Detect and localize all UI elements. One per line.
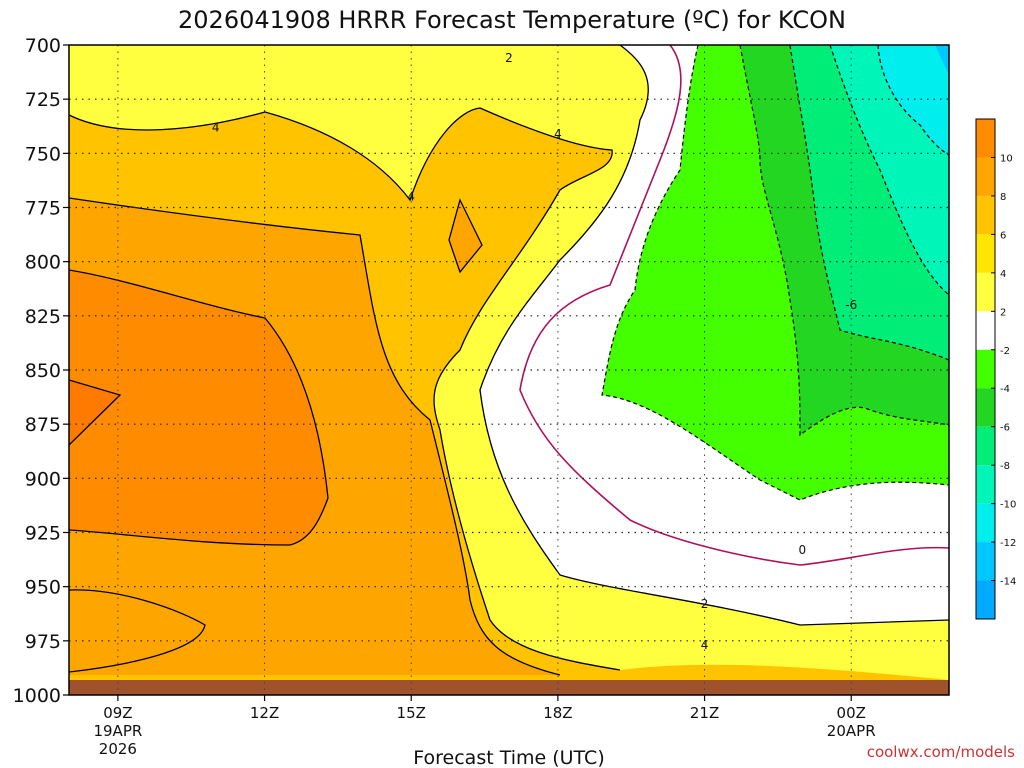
colorbar-swatch	[976, 465, 995, 504]
y-tick-label: 950	[25, 577, 61, 599]
colorbar-label: 4	[1000, 269, 1006, 280]
chart-title: 2026041908 HRRR Forecast Temperature (ºC…	[178, 6, 846, 34]
colorbar-swatch	[976, 272, 995, 312]
colorbar-swatch	[976, 234, 995, 273]
band-10-12	[69, 380, 120, 445]
x-tick-label: 00Z	[837, 704, 866, 722]
contour-label: 2	[505, 51, 513, 65]
colorbar-label: -8	[1000, 461, 1010, 472]
colorbar-frame	[975, 118, 996, 620]
x-tick-date: 19APR	[93, 722, 142, 740]
colorbar-label: -10	[1000, 500, 1016, 511]
contour-minus8	[829, 45, 949, 296]
contour-label: 4	[701, 638, 709, 652]
contour-label: 2	[701, 597, 709, 611]
contour-label-layer: 2 4 4 4 -6 0 2 4	[212, 51, 857, 652]
contour-6	[69, 197, 561, 676]
y-tick-label: 800	[25, 252, 61, 274]
ground	[69, 680, 949, 695]
x-tick-year: 2026	[99, 740, 137, 758]
colorbar: 10 8 6 4 2 -2 -4 -6 -8 -10 -12 -14	[975, 118, 1016, 620]
colorbar-label: -6	[1000, 423, 1010, 434]
contour-label: -6	[845, 298, 857, 312]
contour-lines	[69, 45, 949, 676]
y-tick-label: 725	[25, 89, 61, 111]
contour-label: 0	[799, 543, 807, 557]
contour-10	[69, 379, 122, 446]
x-tick-label: 21Z	[690, 704, 719, 722]
x-tick-label: 15Z	[397, 704, 426, 722]
colorbar-label: -2	[1000, 346, 1010, 357]
x-axis-label: Forecast Time (UTC)	[413, 747, 604, 768]
y-tick-label: 700	[25, 35, 61, 57]
y-tick-label: 925	[25, 523, 61, 545]
credit-text: coolwx.com/models	[867, 743, 1015, 761]
x-tick-date: 20APR	[827, 722, 876, 740]
y-tick-label: 825	[25, 306, 61, 328]
colorbar-label: 8	[1000, 192, 1006, 203]
colorbar-swatch	[976, 542, 995, 581]
contour-label: 4	[554, 127, 562, 141]
band-6-8-south	[69, 589, 205, 672]
colorbar-swatch	[976, 503, 995, 543]
colorbar-label: 6	[1000, 230, 1006, 241]
contour-6-tongue	[448, 198, 483, 274]
y-axis: 700 725 750 775 800 825 850 875 900 925 950 975 1000	[13, 35, 69, 707]
contour-label: 4	[212, 120, 220, 134]
colorbar-label: -4	[1000, 384, 1010, 395]
colorbar-label: -12	[1000, 538, 1016, 549]
colorbar-swatch	[976, 388, 995, 427]
y-tick-label: 875	[25, 414, 61, 436]
band-minus14-minus12	[935, 45, 949, 75]
y-tick-label: 1000	[13, 685, 61, 707]
grid	[69, 45, 949, 695]
colorbar-swatch	[976, 157, 995, 196]
colorbar-swatch	[976, 195, 995, 235]
y-tick-label: 775	[25, 198, 61, 220]
contour-minus10	[877, 45, 949, 156]
y-tick-label: 975	[25, 631, 61, 653]
contour-0	[519, 45, 949, 566]
contour-label: 4	[407, 190, 415, 204]
y-tick-label: 850	[25, 360, 61, 382]
x-tick-label: 09Z	[103, 704, 132, 722]
band-8-10	[69, 270, 328, 545]
colorbar-swatch	[976, 580, 995, 619]
contour-6-south	[69, 589, 206, 673]
contour-minus6	[789, 45, 949, 361]
contour-4	[69, 107, 621, 671]
band-6-8-tongue	[449, 200, 482, 272]
x-tick-label: 12Z	[250, 704, 279, 722]
contour-minus2	[601, 45, 949, 501]
x-tick-label: 18Z	[543, 704, 572, 722]
band-minus12-minus10	[878, 45, 949, 155]
colorbar-label: 2	[1000, 307, 1006, 318]
colorbar-swatch	[976, 426, 995, 466]
colorbar-label: 10	[1000, 153, 1013, 164]
y-tick-label: 750	[25, 143, 61, 165]
temperature-field	[69, 45, 949, 695]
colorbar-swatch	[976, 119, 995, 158]
colorbar-label: -14	[1000, 577, 1016, 588]
colorbar-swatch	[976, 349, 995, 389]
y-tick-label: 900	[25, 468, 61, 490]
contour-2	[479, 45, 949, 626]
contour-8	[69, 269, 329, 546]
colorbar-swatch	[976, 311, 995, 350]
